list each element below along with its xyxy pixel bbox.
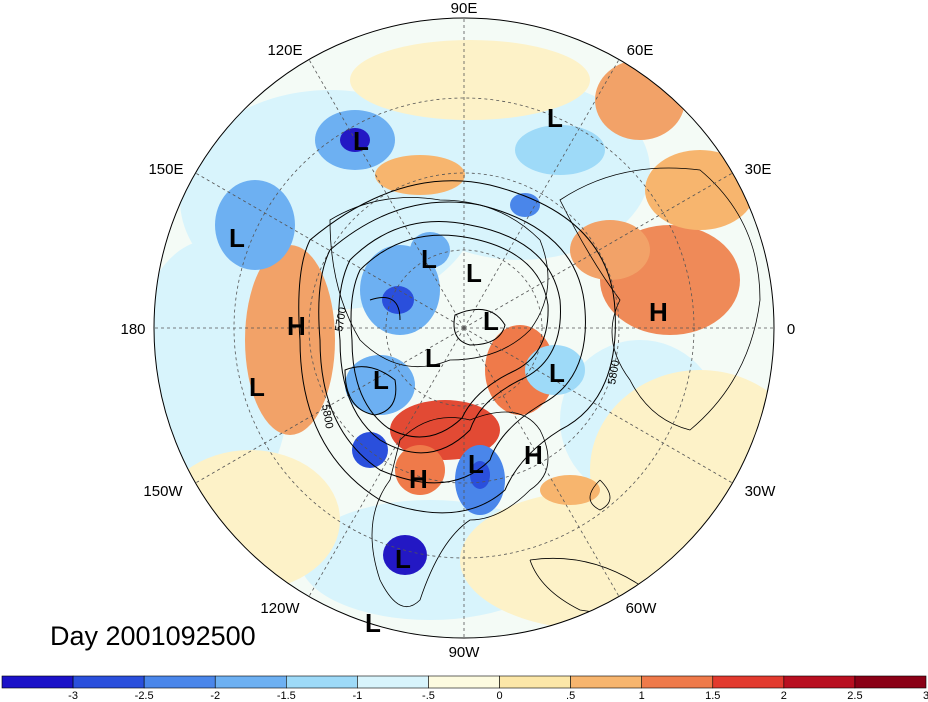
colorbar-tick-label: -1.5 bbox=[277, 690, 296, 702]
colorbar-swatch bbox=[783, 675, 856, 689]
colorbar-tick-label: .5 bbox=[566, 690, 575, 702]
low-center-label: L bbox=[468, 449, 484, 479]
colorbar-swatch bbox=[214, 675, 287, 689]
colorbar-swatch bbox=[712, 675, 785, 689]
colorbar-swatch bbox=[357, 675, 429, 689]
colorbar-swatch bbox=[1, 675, 74, 689]
high-center-label: H bbox=[287, 311, 306, 341]
colorbar-swatch bbox=[286, 675, 358, 689]
colorbar-tick-label: -.5 bbox=[422, 690, 435, 702]
colorbar-tick-label: 1 bbox=[639, 690, 645, 702]
colorbar-swatch bbox=[143, 675, 216, 689]
map-border bbox=[153, 17, 775, 639]
contour-label: 5800 bbox=[606, 359, 622, 385]
colorbar: -3 -2.5 -2 -1.5 -1 -.5 0 .5 1 1.5 2 2.5 3 bbox=[1, 675, 928, 702]
low-center-label: L bbox=[547, 103, 563, 133]
meridian-label-0: 0 bbox=[787, 321, 795, 338]
colorbar-tick-label: -2.5 bbox=[135, 690, 154, 702]
colorbar-swatch bbox=[854, 675, 927, 689]
colorbar-tick-label: -2 bbox=[210, 690, 220, 702]
meridian-label-30w: 30W bbox=[745, 483, 777, 500]
colorbar-tick-label: -1 bbox=[352, 690, 362, 702]
colorbar-tick-label: 1.5 bbox=[705, 690, 720, 702]
contour-label: 5700 bbox=[333, 306, 349, 332]
low-center-label: L bbox=[353, 126, 369, 156]
high-center-label: H bbox=[524, 440, 543, 470]
colorbar-tick-label: 2.5 bbox=[847, 690, 862, 702]
meridian-line bbox=[308, 59, 465, 329]
meridian-line bbox=[195, 327, 465, 484]
low-center-label: L bbox=[549, 358, 565, 388]
meridian-line bbox=[463, 327, 620, 597]
meridian-label-180: 180 bbox=[120, 321, 145, 338]
meridian-label-90e: 90E bbox=[451, 0, 478, 17]
meridian-label-120e: 120E bbox=[267, 42, 302, 59]
meridian-label-30e: 30E bbox=[745, 161, 772, 178]
meridian-label-120w: 120W bbox=[260, 600, 300, 617]
colorbar-swatch bbox=[428, 675, 500, 689]
meridian-line bbox=[463, 59, 620, 329]
low-center-label: L bbox=[373, 365, 389, 395]
low-center-label: L bbox=[229, 223, 245, 253]
meridian-line bbox=[308, 327, 465, 597]
colorbar-swatch bbox=[570, 675, 642, 689]
height-contours bbox=[298, 180, 616, 514]
anomaly-shading bbox=[154, 40, 774, 630]
colorbar-tick-label: 0 bbox=[496, 690, 502, 702]
colorbar-tick-label: 3 bbox=[923, 690, 928, 702]
low-center-label: L bbox=[466, 258, 482, 288]
high-center-label: H bbox=[649, 297, 668, 327]
low-center-label: L bbox=[483, 306, 499, 336]
contour-label: 5800 bbox=[319, 403, 335, 429]
meridian-line bbox=[463, 327, 733, 484]
low-center-label: L bbox=[365, 608, 381, 638]
low-center-label: L bbox=[425, 343, 441, 373]
meridian-line bbox=[463, 172, 733, 329]
high-center-label: H bbox=[409, 464, 428, 494]
meridians bbox=[154, 18, 774, 638]
low-center-label: L bbox=[421, 244, 437, 274]
colorbar-swatch bbox=[641, 675, 714, 689]
low-center-label: L bbox=[395, 544, 411, 574]
meridian-line bbox=[195, 172, 465, 329]
colorbar-tick-label: 2 bbox=[781, 690, 787, 702]
low-center-label: L bbox=[249, 372, 265, 402]
meridian-label-150w: 150W bbox=[143, 483, 183, 500]
meridian-label-150e: 150E bbox=[148, 161, 183, 178]
meridian-label-60w: 60W bbox=[626, 600, 658, 617]
meridian-label-90w: 90W bbox=[449, 644, 481, 661]
meridian-label-60e: 60E bbox=[627, 42, 654, 59]
colorbar-tick-label: -3 bbox=[68, 690, 78, 702]
colorbar-swatch bbox=[499, 675, 571, 689]
colorbar-swatch bbox=[72, 675, 145, 689]
map-title: Day 2001092500 bbox=[50, 621, 256, 651]
